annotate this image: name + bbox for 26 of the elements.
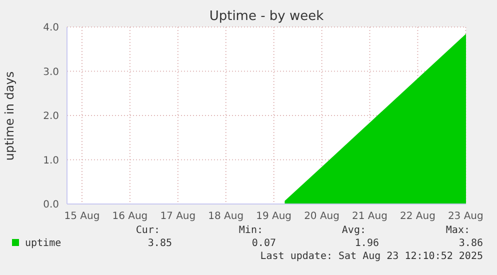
y-tick-label: 2.0 [43, 111, 59, 122]
x-tick-label: 19 Aug [256, 211, 292, 222]
x-tick-label: 23 Aug [448, 211, 484, 222]
x-tick-label: 16 Aug [112, 211, 148, 222]
text: 3.85 [148, 238, 172, 249]
text: Cur: [136, 225, 160, 236]
text: Avg: [342, 225, 366, 236]
x-tick-label: 22 Aug [400, 211, 436, 222]
x-tick-label: 21 Aug [352, 211, 388, 222]
y-tick-label: 0.0 [43, 200, 59, 211]
x-tick-label: 18 Aug [208, 211, 244, 222]
text: Max: [446, 225, 470, 236]
y-axis-title: uptime in days [3, 70, 18, 160]
text: Last update: Sat Aug 23 12:10:52 2025 [260, 251, 483, 262]
text: 3.86 [458, 238, 483, 249]
text: 1.96 [354, 238, 379, 249]
chart-title: Uptime - by week [208, 9, 325, 24]
x-tick-label: 17 Aug [160, 211, 196, 222]
legend-label: uptime [25, 238, 62, 249]
y-tick-label: 3.0 [43, 66, 59, 78]
text: 0.07 [252, 238, 276, 249]
x-tick-label: 20 Aug [304, 211, 340, 222]
y-tick-label: 1.0 [43, 155, 59, 166]
text: Min: [238, 225, 263, 236]
x-tick-label: 15 Aug [64, 211, 100, 222]
y-tick-label: 4.0 [43, 22, 59, 34]
